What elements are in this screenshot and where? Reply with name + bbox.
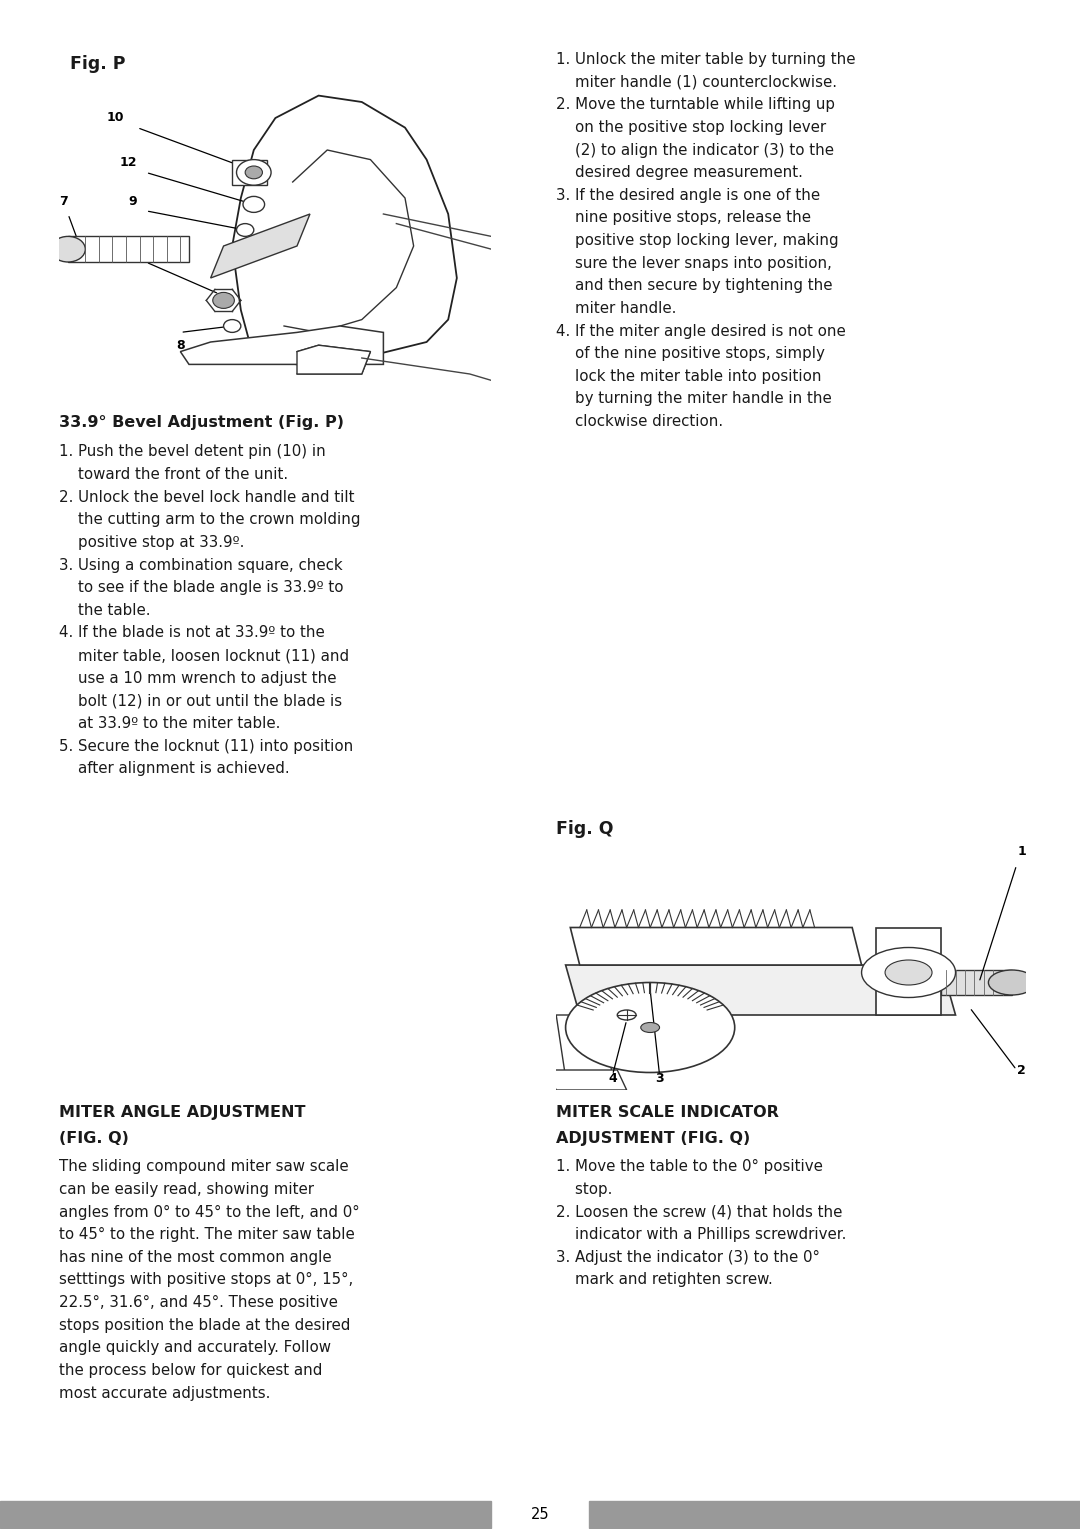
Text: 11: 11 bbox=[120, 246, 137, 258]
Text: 8: 8 bbox=[176, 339, 185, 352]
Polygon shape bbox=[556, 1015, 612, 1078]
Text: the table.: the table. bbox=[59, 602, 151, 618]
Text: to 45° to the right. The miter saw table: to 45° to the right. The miter saw table bbox=[59, 1228, 355, 1242]
Text: the cutting arm to the crown molding: the cutting arm to the crown molding bbox=[59, 512, 361, 528]
Text: toward the front of the unit.: toward the front of the unit. bbox=[59, 466, 288, 482]
Text: clockwise direction.: clockwise direction. bbox=[556, 414, 724, 430]
Text: at 33.9º to the miter table.: at 33.9º to the miter table. bbox=[59, 716, 281, 731]
Circle shape bbox=[618, 1011, 636, 1020]
Text: 3: 3 bbox=[656, 1072, 664, 1086]
Circle shape bbox=[988, 969, 1036, 995]
Text: 1. Unlock the miter table by turning the: 1. Unlock the miter table by turning the bbox=[556, 52, 855, 67]
Text: stops position the blade at the desired: stops position the blade at the desired bbox=[59, 1318, 351, 1333]
Bar bbox=[68, 237, 189, 261]
Circle shape bbox=[566, 983, 734, 1072]
Text: desired degree measurement.: desired degree measurement. bbox=[556, 165, 804, 180]
Text: after alignment is achieved.: after alignment is achieved. bbox=[59, 761, 291, 777]
Text: 4. If the miter angle desired is not one: 4. If the miter angle desired is not one bbox=[556, 324, 846, 338]
Text: 33.9° Bevel Adjustment (Fig. P): 33.9° Bevel Adjustment (Fig. P) bbox=[59, 414, 345, 430]
Text: 2. Move the turntable while lifting up: 2. Move the turntable while lifting up bbox=[556, 98, 835, 112]
Circle shape bbox=[640, 1023, 660, 1032]
Text: the process below for quickest and: the process below for quickest and bbox=[59, 1362, 323, 1378]
Text: MITER ANGLE ADJUSTMENT: MITER ANGLE ADJUSTMENT bbox=[59, 1105, 306, 1121]
Text: by turning the miter handle in the: by turning the miter handle in the bbox=[556, 391, 832, 407]
Circle shape bbox=[886, 960, 932, 985]
Text: nine positive stops, release the: nine positive stops, release the bbox=[556, 211, 811, 225]
Text: Fig. Q: Fig. Q bbox=[556, 820, 613, 838]
Circle shape bbox=[237, 159, 271, 185]
Text: 4. If the blade is not at 33.9º to the: 4. If the blade is not at 33.9º to the bbox=[59, 625, 325, 641]
Text: on the positive stop locking lever: on the positive stop locking lever bbox=[556, 119, 826, 135]
Polygon shape bbox=[180, 326, 383, 364]
Text: 2. Loosen the screw (4) that holds the: 2. Loosen the screw (4) that holds the bbox=[556, 1205, 842, 1220]
Bar bbox=[0, 1501, 491, 1527]
Text: 2: 2 bbox=[1017, 1064, 1026, 1078]
Text: miter handle.: miter handle. bbox=[556, 301, 676, 317]
Polygon shape bbox=[566, 965, 956, 1015]
Text: positive stop at 33.9º.: positive stop at 33.9º. bbox=[59, 535, 245, 550]
Text: 2. Unlock the bevel lock handle and tilt: 2. Unlock the bevel lock handle and tilt bbox=[59, 489, 355, 505]
Circle shape bbox=[862, 948, 956, 997]
Polygon shape bbox=[546, 1070, 626, 1090]
Text: of the nine positive stops, simply: of the nine positive stops, simply bbox=[556, 346, 825, 361]
Circle shape bbox=[245, 167, 262, 179]
Text: MITER SCALE INDICATOR: MITER SCALE INDICATOR bbox=[556, 1105, 779, 1121]
Polygon shape bbox=[232, 96, 457, 364]
Circle shape bbox=[224, 320, 241, 332]
Circle shape bbox=[213, 292, 234, 309]
Text: 7: 7 bbox=[59, 194, 68, 208]
Text: angles from 0° to 45° to the left, and 0°: angles from 0° to 45° to the left, and 0… bbox=[59, 1205, 360, 1220]
Polygon shape bbox=[211, 214, 310, 278]
Text: setttings with positive stops at 0°, 15°,: setttings with positive stops at 0°, 15°… bbox=[59, 1272, 353, 1287]
Text: 1: 1 bbox=[1017, 846, 1026, 858]
Text: 22.5°, 31.6°, and 45°. These positive: 22.5°, 31.6°, and 45°. These positive bbox=[59, 1295, 338, 1310]
Text: ADJUSTMENT (FIG. Q): ADJUSTMENT (FIG. Q) bbox=[556, 1131, 751, 1147]
Text: 1. Move the table to the 0° positive: 1. Move the table to the 0° positive bbox=[556, 1159, 823, 1174]
Bar bbox=[589, 1501, 1080, 1527]
Text: lock the miter table into position: lock the miter table into position bbox=[556, 368, 822, 384]
Bar bbox=[232, 159, 267, 185]
Text: 4: 4 bbox=[608, 1072, 617, 1086]
Circle shape bbox=[51, 237, 85, 261]
Text: Fig. P: Fig. P bbox=[70, 55, 125, 73]
Polygon shape bbox=[297, 346, 370, 375]
Text: 1. Push the bevel detent pin (10) in: 1. Push the bevel detent pin (10) in bbox=[59, 445, 326, 459]
Text: 3. Adjust the indicator (3) to the 0°: 3. Adjust the indicator (3) to the 0° bbox=[556, 1249, 820, 1264]
Text: (2) to align the indicator (3) to the: (2) to align the indicator (3) to the bbox=[556, 142, 834, 157]
Text: stop.: stop. bbox=[556, 1182, 612, 1197]
Text: indicator with a Phillips screwdriver.: indicator with a Phillips screwdriver. bbox=[556, 1228, 847, 1242]
Text: (FIG. Q): (FIG. Q) bbox=[59, 1131, 130, 1147]
Polygon shape bbox=[570, 928, 862, 965]
Text: most accurate adjustments.: most accurate adjustments. bbox=[59, 1385, 271, 1401]
Text: sure the lever snaps into position,: sure the lever snaps into position, bbox=[556, 255, 832, 271]
Bar bbox=[942, 969, 1012, 995]
Text: use a 10 mm wrench to adjust the: use a 10 mm wrench to adjust the bbox=[59, 671, 337, 685]
Polygon shape bbox=[876, 928, 942, 1015]
Circle shape bbox=[237, 223, 254, 237]
Text: miter handle (1) counterclockwise.: miter handle (1) counterclockwise. bbox=[556, 75, 837, 90]
Text: 3. If the desired angle is one of the: 3. If the desired angle is one of the bbox=[556, 188, 821, 203]
Text: 9: 9 bbox=[129, 194, 137, 208]
Text: 10: 10 bbox=[107, 112, 124, 124]
Text: positive stop locking lever, making: positive stop locking lever, making bbox=[556, 232, 839, 248]
Text: 12: 12 bbox=[120, 156, 137, 170]
Text: miter table, loosen locknut (11) and: miter table, loosen locknut (11) and bbox=[59, 648, 350, 664]
Text: can be easily read, showing miter: can be easily read, showing miter bbox=[59, 1182, 314, 1197]
Text: 3. Using a combination square, check: 3. Using a combination square, check bbox=[59, 558, 343, 572]
Text: 25: 25 bbox=[530, 1508, 550, 1521]
Text: to see if the blade angle is 33.9º to: to see if the blade angle is 33.9º to bbox=[59, 579, 343, 595]
Circle shape bbox=[243, 196, 265, 213]
Text: bolt (12) in or out until the blade is: bolt (12) in or out until the blade is bbox=[59, 693, 342, 708]
Text: 5. Secure the locknut (11) into position: 5. Secure the locknut (11) into position bbox=[59, 739, 353, 754]
Text: has nine of the most common angle: has nine of the most common angle bbox=[59, 1249, 332, 1264]
Text: and then secure by tightening the: and then secure by tightening the bbox=[556, 278, 833, 294]
Text: mark and retighten screw.: mark and retighten screw. bbox=[556, 1272, 773, 1287]
Text: The sliding compound miter saw scale: The sliding compound miter saw scale bbox=[59, 1159, 349, 1174]
Text: angle quickly and accurately. Follow: angle quickly and accurately. Follow bbox=[59, 1341, 332, 1355]
